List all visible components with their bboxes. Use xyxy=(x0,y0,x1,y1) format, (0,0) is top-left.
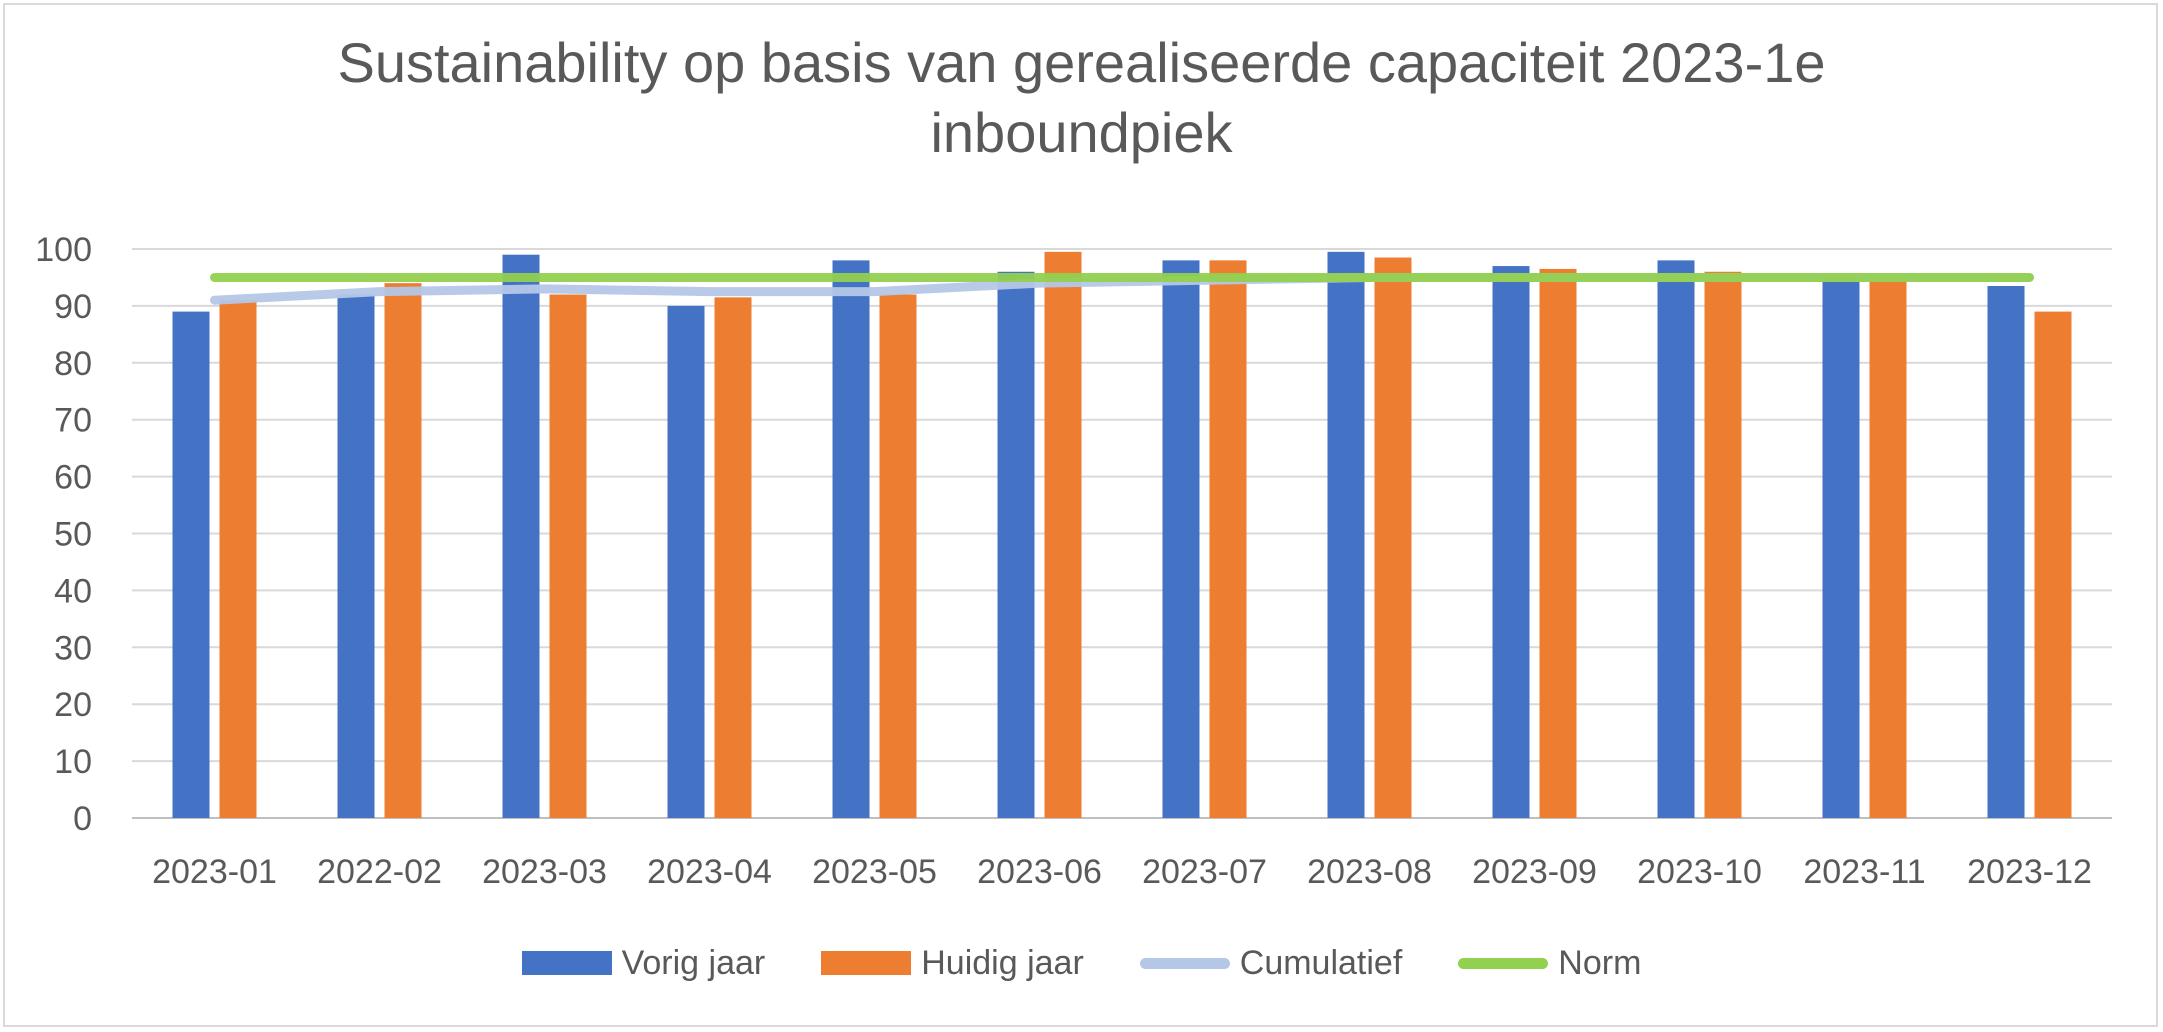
bar-huidig-jaar xyxy=(1044,251,1082,819)
bar-vorig-jaar xyxy=(172,311,210,818)
x-tick-label: 2023-05 xyxy=(812,853,937,891)
x-tick-label: 2023-09 xyxy=(1472,853,1597,891)
bar-huidig-jaar xyxy=(1704,271,1742,818)
bar-vorig-jaar xyxy=(1987,285,2025,818)
legend-label-huidig-jaar: Huidig jaar xyxy=(921,943,1084,982)
bar-huidig-jaar xyxy=(714,297,752,818)
x-tick-label: 2023-06 xyxy=(977,853,1102,891)
y-tick-label: 50 xyxy=(54,516,92,554)
chart-title-line-1: Sustainability op basis van gerealiseerd… xyxy=(337,31,1826,94)
bar-huidig-jaar xyxy=(549,294,587,818)
legend-swatch-vorig-jaar xyxy=(521,951,612,975)
legend: Vorig jaar Huidig jaar Cumulatief Norm xyxy=(0,940,2163,986)
bar-huidig-jaar xyxy=(1209,260,1247,818)
legend-item-norm: Norm xyxy=(1458,944,1641,983)
bar-huidig-jaar xyxy=(1539,268,1577,818)
bar-huidig-jaar xyxy=(1374,257,1412,818)
y-tick-label: 40 xyxy=(54,572,92,610)
bar-huidig-jaar xyxy=(1869,277,1907,818)
x-tick-label: 2023-10 xyxy=(1637,853,1762,891)
chart-title: Sustainability op basis van gerealiseerd… xyxy=(0,28,2163,168)
y-tick-label: 30 xyxy=(54,629,92,667)
bar-vorig-jaar xyxy=(997,271,1035,818)
legend-swatch-huidig-jaar xyxy=(821,951,912,975)
bar-vorig-jaar xyxy=(337,294,375,818)
y-tick-label: 70 xyxy=(54,402,92,440)
bar-huidig-jaar xyxy=(219,300,257,819)
bar-vorig-jaar xyxy=(1162,260,1200,818)
x-tick-label: 2023-03 xyxy=(482,853,607,891)
y-tick-label: 100 xyxy=(35,231,92,269)
legend-swatch-cumulatief xyxy=(1139,957,1230,969)
bar-vorig-jaar xyxy=(832,260,870,818)
x-tick-label: 2023-04 xyxy=(647,853,772,891)
chart-title-line-2: inboundpiek xyxy=(930,101,1233,164)
bar-vorig-jaar xyxy=(667,305,705,818)
legend-label-cumulatief: Cumulatief xyxy=(1239,943,1403,982)
bar-vorig-jaar xyxy=(1822,277,1860,818)
legend-swatch-norm xyxy=(1458,957,1549,969)
bar-vorig-jaar xyxy=(1492,266,1530,818)
y-tick-label: 0 xyxy=(73,800,92,838)
bar-vorig-jaar xyxy=(1327,251,1365,819)
legend-item-huidig-jaar: Huidig jaar xyxy=(821,944,1084,983)
legend-item-vorig-jaar: Vorig jaar xyxy=(521,943,766,983)
y-tick-label: 80 xyxy=(54,345,92,383)
x-tick-label: 2023-07 xyxy=(1142,853,1267,891)
x-tick-label: 2023-11 xyxy=(1803,853,1925,891)
legend-label-norm: Norm xyxy=(1558,943,1642,982)
bar-huidig-jaar xyxy=(2034,311,2072,818)
x-tick-label: 2022-02 xyxy=(317,853,442,891)
legend-item-cumulatief: Cumulatief xyxy=(1139,943,1403,983)
bar-huidig-jaar xyxy=(384,283,422,818)
bar-vorig-jaar xyxy=(502,254,540,818)
bar-huidig-jaar xyxy=(879,294,917,818)
y-tick-label: 10 xyxy=(54,743,92,781)
y-tick-label: 20 xyxy=(54,686,92,724)
y-tick-label: 60 xyxy=(54,459,92,497)
x-tick-label: 2023-08 xyxy=(1307,853,1432,891)
x-tick-label: 2023-12 xyxy=(1967,853,2092,891)
bar-vorig-jaar xyxy=(1657,260,1695,818)
x-tick-label: 2023-01 xyxy=(152,853,277,891)
y-tick-label: 90 xyxy=(54,288,92,326)
legend-label-vorig-jaar: Vorig jaar xyxy=(621,943,766,982)
